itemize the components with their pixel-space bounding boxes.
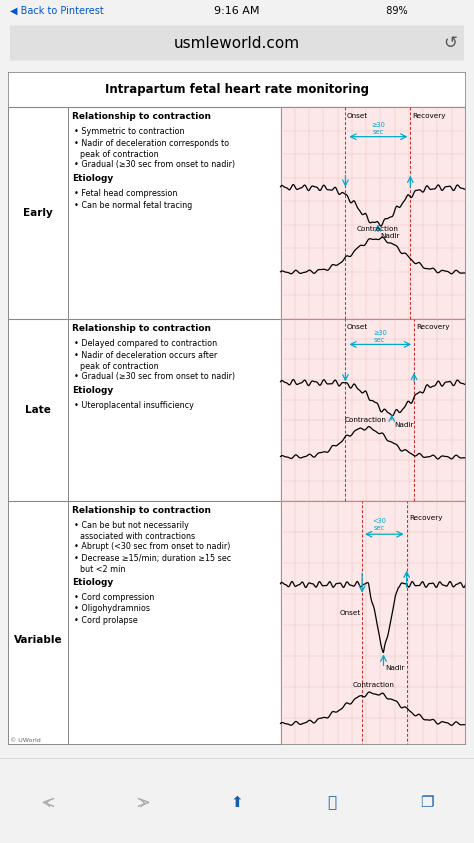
Text: ↺: ↺ [443,34,457,52]
Text: Etiology: Etiology [72,386,113,395]
Text: <: < [40,793,55,812]
Text: Contraction: Contraction [345,416,387,422]
Text: Variable: Variable [13,636,62,646]
Text: • Delayed compared to contraction: • Delayed compared to contraction [74,339,218,348]
Text: Onset: Onset [339,609,361,615]
Text: • Decrease ≥15/min; duration ≥15 sec: • Decrease ≥15/min; duration ≥15 sec [74,554,232,563]
Text: Onset: Onset [346,113,368,120]
Text: Recovery: Recovery [416,325,450,330]
Text: • Nadir of deceleration corresponds to: • Nadir of deceleration corresponds to [74,138,229,148]
FancyBboxPatch shape [281,319,466,501]
Text: Early: Early [23,208,53,218]
Text: 9:16 AM: 9:16 AM [214,6,260,16]
Text: ⬆: ⬆ [231,795,243,810]
Text: • Uteroplacental insufficiency: • Uteroplacental insufficiency [74,401,194,410]
Text: 📖: 📖 [327,795,337,810]
Text: • Nadir of deceleration occurs after: • Nadir of deceleration occurs after [74,351,218,360]
Text: © UWorld: © UWorld [10,738,41,743]
Text: usmleworld.com: usmleworld.com [174,35,300,51]
Text: Etiology: Etiology [72,578,113,587]
Text: Nadir: Nadir [385,665,404,672]
Text: ‹: ‹ [44,793,51,812]
Text: • Gradual (≥30 sec from onset to nadir): • Gradual (≥30 sec from onset to nadir) [74,160,236,169]
FancyBboxPatch shape [10,25,464,61]
Text: ◀ Back to Pinterest: ◀ Back to Pinterest [10,6,104,16]
Text: 89%: 89% [380,6,408,16]
Text: • Oligohydramnios: • Oligohydramnios [74,604,150,614]
FancyBboxPatch shape [8,72,466,107]
Text: Relationship to contraction: Relationship to contraction [72,506,211,515]
Text: Nadir: Nadir [380,234,400,239]
Text: Contraction: Contraction [357,226,399,232]
Text: Late: Late [25,405,51,415]
Text: but <2 min: but <2 min [81,566,126,574]
Text: Recovery: Recovery [413,113,446,120]
Text: associated with contractions: associated with contractions [81,532,195,541]
Text: • Symmetric to contraction: • Symmetric to contraction [74,127,185,137]
Text: peak of contraction: peak of contraction [81,362,159,371]
Text: ❐: ❐ [420,795,433,810]
Text: Relationship to contraction: Relationship to contraction [72,112,211,121]
Text: <30
sec: <30 sec [372,518,386,531]
Text: • Cord prolapse: • Cord prolapse [74,615,138,625]
FancyBboxPatch shape [281,501,466,780]
Text: ≥30
sec: ≥30 sec [373,330,387,342]
Text: Intrapartum fetal heart rate monitoring: Intrapartum fetal heart rate monitoring [105,83,369,96]
Text: • Cord compression: • Cord compression [74,593,155,602]
Text: Relationship to contraction: Relationship to contraction [72,325,211,333]
Text: • Fetal head compression: • Fetal head compression [74,189,178,198]
Text: peak of contraction: peak of contraction [81,150,159,159]
Text: • Can be but not necessarily: • Can be but not necessarily [74,521,189,530]
FancyBboxPatch shape [8,72,466,745]
Text: • Can be normal fetal tracing: • Can be normal fetal tracing [74,201,192,210]
Text: Contraction: Contraction [352,682,394,688]
Text: Nadir: Nadir [394,422,414,427]
Text: ›: › [138,793,146,812]
Text: • Abrupt (<30 sec from onset to nadir): • Abrupt (<30 sec from onset to nadir) [74,542,231,551]
Text: ≥30
sec: ≥30 sec [371,121,385,135]
Text: >: > [135,793,150,812]
FancyBboxPatch shape [281,107,466,319]
Text: Recovery: Recovery [409,515,442,521]
Text: Etiology: Etiology [72,175,113,183]
Text: • Gradual (≥30 sec from onset to nadir): • Gradual (≥30 sec from onset to nadir) [74,372,236,381]
Text: Onset: Onset [346,325,368,330]
